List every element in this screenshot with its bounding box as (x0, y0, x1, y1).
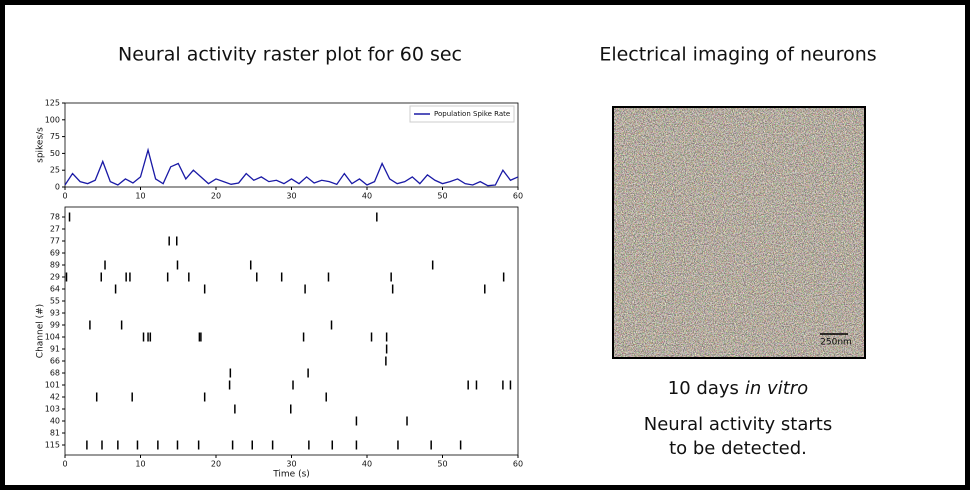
x-tick-label: 40 (362, 460, 372, 469)
x-tick-label: 50 (437, 192, 447, 201)
y-tick-label: 64 (50, 285, 60, 294)
x-tick-label: 30 (286, 460, 296, 469)
y-tick-label: 93 (50, 309, 60, 318)
y-tick-label: 68 (50, 369, 60, 378)
y-tick-label: 103 (45, 405, 60, 414)
x-tick-label: 20 (211, 460, 221, 469)
y-tick-label: 0 (55, 183, 60, 192)
y-tick-label: 115 (45, 441, 60, 450)
description-line: Neural activity starts (644, 414, 832, 435)
y-tick-label: 99 (50, 321, 60, 330)
x-tick-label: 0 (62, 192, 67, 201)
x-tick-label: 50 (437, 460, 447, 469)
y-tick-label: 66 (50, 357, 60, 366)
y-tick-label: 125 (45, 99, 60, 108)
x-tick-label: 60 (513, 460, 523, 469)
y-tick-label: 81 (50, 429, 60, 438)
y-tick-label: 89 (50, 261, 60, 270)
y-tick-label: 75 (50, 132, 60, 141)
x-tick-label: 10 (135, 192, 145, 201)
caption-text: 10 days (668, 378, 739, 399)
legend-box (409, 105, 515, 123)
y-tick-label: 42 (50, 393, 60, 402)
y-axis-label: spikes/s (36, 127, 46, 163)
scale-bar-label: 250nm (820, 338, 852, 348)
y-tick-label: 69 (50, 249, 60, 258)
x-tick-label: 0 (62, 460, 67, 469)
x-tick-label: 30 (286, 192, 296, 201)
x-tick-label: 60 (513, 192, 523, 201)
series-line (64, 147, 519, 187)
y-tick-label: 91 (50, 345, 60, 354)
y-tick-label: 101 (45, 381, 60, 390)
y-tick-label: 25 (50, 166, 60, 175)
legend-label: Population Spike Rate (434, 110, 510, 118)
x-axis-label: Time (s) (272, 470, 310, 480)
image-frame (612, 106, 866, 359)
left-title: Neural activity raster plot for 60 sec (118, 44, 462, 66)
right-title: Electrical imaging of neurons (599, 44, 876, 66)
caption: 10 days in vitro (668, 378, 808, 399)
caption-emphasis: in vitro (745, 378, 808, 399)
y-tick-label: 78 (50, 213, 60, 222)
y-tick-label: 104 (45, 333, 60, 342)
y-tick-label: 77 (50, 237, 60, 246)
neuron-image (613, 107, 865, 358)
x-tick-label: 10 (135, 460, 145, 469)
y-tick-label: 100 (45, 115, 60, 124)
y-tick-label: 27 (50, 225, 60, 234)
description-line: to be detected. (669, 438, 807, 459)
x-tick-label: 40 (362, 192, 372, 201)
y-tick-label: 50 (50, 149, 60, 158)
y-tick-label: 55 (50, 297, 60, 306)
y-axis-label: Channel (#) (36, 304, 46, 358)
y-tick-label: 29 (50, 273, 60, 282)
x-tick-label: 20 (211, 192, 221, 201)
y-tick-label: 40 (50, 417, 60, 426)
